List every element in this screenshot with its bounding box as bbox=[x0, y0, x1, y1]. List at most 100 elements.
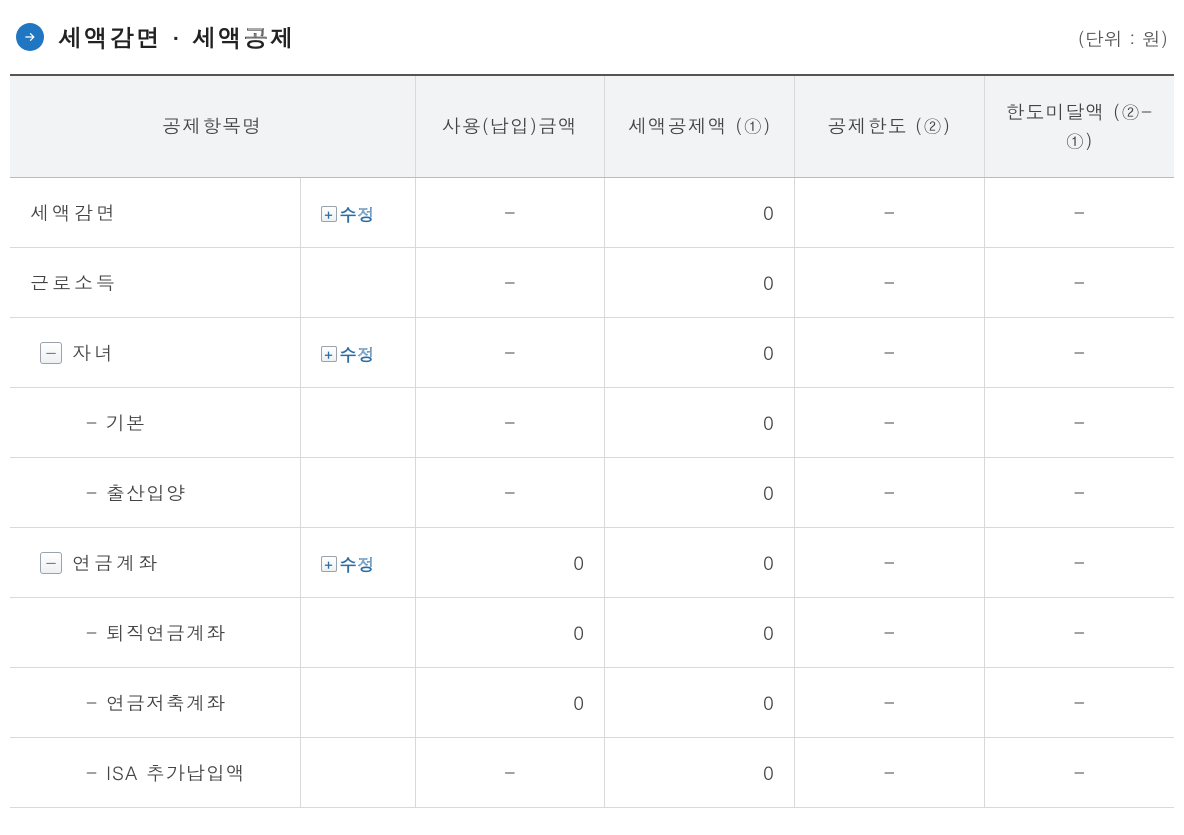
page-title: 세액감면 · 세액공제 bbox=[58, 20, 296, 54]
cell-deduction: 0 bbox=[605, 178, 795, 248]
cell-under: - bbox=[984, 458, 1174, 528]
unit-label: (단위 : 원) bbox=[1078, 25, 1168, 52]
table-row: -연금저축계좌 00 - - bbox=[10, 668, 1174, 738]
row-name: 근로소득 bbox=[30, 269, 118, 296]
edit-button[interactable]: +수정 bbox=[321, 552, 376, 576]
edit-button[interactable]: +수정 bbox=[321, 202, 376, 226]
table-row: 근로소득-0-- bbox=[10, 248, 1174, 318]
cell-usage: - bbox=[415, 248, 605, 318]
cell-limit: - bbox=[795, 248, 985, 318]
bullet-dash-icon: - bbox=[86, 759, 98, 786]
cell-usage: 0 bbox=[415, 668, 605, 738]
row-label: -기본 bbox=[30, 409, 280, 436]
cell-limit: - bbox=[795, 388, 985, 458]
cell-usage: 0 bbox=[415, 528, 605, 598]
row-label-cell: -ISA 추가납입액 bbox=[10, 738, 300, 808]
row-label: -ISA 추가납입액 bbox=[30, 759, 280, 786]
row-label: 세액감면 bbox=[30, 199, 280, 226]
cell-usage: - bbox=[415, 318, 605, 388]
cell-deduction: 0 bbox=[605, 738, 795, 808]
edit-cell: +수정 bbox=[300, 318, 415, 388]
title-wrap: 세액감면 · 세액공제 bbox=[16, 20, 296, 54]
col-deduction: 세액공제액 (①) bbox=[605, 75, 795, 178]
collapse-toggle-icon[interactable]: − bbox=[40, 552, 62, 574]
col-limit: 공제한도 (②) bbox=[795, 75, 985, 178]
section-header: 세액감면 · 세액공제 (단위 : 원) bbox=[16, 20, 1174, 54]
table-row: −자녀+수정-0-- bbox=[10, 318, 1174, 388]
cell-limit: - bbox=[795, 528, 985, 598]
edit-label: 수정 bbox=[340, 342, 376, 366]
edit-cell bbox=[300, 248, 415, 318]
table-row: -기본-0-- bbox=[10, 388, 1174, 458]
table-row: -출산입양-0-- bbox=[10, 458, 1174, 528]
edit-label: 수정 bbox=[340, 202, 376, 226]
cell-usage: - bbox=[415, 738, 605, 808]
cell-deduction: 0 bbox=[605, 598, 795, 668]
row-name: 출산입양 bbox=[106, 479, 186, 506]
row-label-cell: -출산입양 bbox=[10, 458, 300, 528]
row-name: 세액감면 bbox=[30, 199, 118, 226]
row-label-cell: 세액감면 bbox=[10, 178, 300, 248]
edit-cell: +수정 bbox=[300, 528, 415, 598]
plus-icon: + bbox=[321, 556, 337, 572]
cell-under: - bbox=[984, 528, 1174, 598]
edit-cell bbox=[300, 598, 415, 668]
row-label: −자녀 bbox=[30, 339, 280, 366]
edit-cell: +수정 bbox=[300, 178, 415, 248]
row-label-cell: −연금계좌 bbox=[10, 528, 300, 598]
edit-cell bbox=[300, 388, 415, 458]
cell-limit: - bbox=[795, 598, 985, 668]
cell-deduction: 0 bbox=[605, 528, 795, 598]
cell-usage: - bbox=[415, 388, 605, 458]
edit-cell bbox=[300, 668, 415, 738]
cell-under: - bbox=[984, 178, 1174, 248]
edit-button[interactable]: +수정 bbox=[321, 342, 376, 366]
cell-deduction: 0 bbox=[605, 318, 795, 388]
cell-deduction: 0 bbox=[605, 388, 795, 458]
bullet-dash-icon: - bbox=[86, 479, 98, 506]
deduction-table: 공제항목명 사용(납입)금액 세액공제액 (①) 공제한도 (②) 한도미달액 … bbox=[10, 74, 1174, 808]
bullet-dash-icon: - bbox=[86, 689, 98, 716]
cell-under: - bbox=[984, 388, 1174, 458]
cell-usage: - bbox=[415, 178, 605, 248]
row-name: 자녀 bbox=[72, 339, 116, 366]
cell-under: - bbox=[984, 318, 1174, 388]
cell-under: - bbox=[984, 738, 1174, 808]
row-label-cell: 근로소득 bbox=[10, 248, 300, 318]
cell-usage: - bbox=[415, 458, 605, 528]
cell-limit: - bbox=[795, 458, 985, 528]
col-under: 한도미달액 (②-①) bbox=[984, 75, 1174, 178]
row-label: 근로소득 bbox=[30, 269, 280, 296]
plus-icon: + bbox=[321, 346, 337, 362]
bullet-dash-icon: - bbox=[86, 619, 98, 646]
table-row: -퇴직연금계좌00-- bbox=[10, 598, 1174, 668]
cell-deduction: 0 bbox=[605, 458, 795, 528]
bullet-dash-icon: - bbox=[86, 409, 98, 436]
row-label: -퇴직연금계좌 bbox=[30, 619, 280, 646]
cell-deduction: 0 bbox=[605, 248, 795, 318]
table-row: 세액감면+수정-0-- bbox=[10, 178, 1174, 248]
cell-deduction: 0 bbox=[605, 668, 795, 738]
plus-icon: + bbox=[321, 206, 337, 222]
cell-under: - bbox=[984, 668, 1174, 738]
table-header-row: 공제항목명 사용(납입)금액 세액공제액 (①) 공제한도 (②) 한도미달액 … bbox=[10, 75, 1174, 178]
row-name: 퇴직연금계좌 bbox=[106, 619, 226, 646]
table-row: -ISA 추가납입액-0-- bbox=[10, 738, 1174, 808]
row-label-cell: −자녀 bbox=[10, 318, 300, 388]
cell-under: - bbox=[984, 598, 1174, 668]
cell-under: - bbox=[984, 248, 1174, 318]
edit-cell bbox=[300, 458, 415, 528]
row-name: 연금계좌 bbox=[72, 549, 160, 576]
arrow-right-icon bbox=[16, 23, 44, 51]
row-label: -연금저축계좌 bbox=[30, 689, 280, 716]
cell-usage: 0 bbox=[415, 598, 605, 668]
col-usage: 사용(납입)금액 bbox=[415, 75, 605, 178]
table-row: −연금계좌+수정00-- bbox=[10, 528, 1174, 598]
row-name: 연금저축계좌 bbox=[106, 689, 226, 716]
row-label: −연금계좌 bbox=[30, 549, 280, 576]
cell-limit: - bbox=[795, 318, 985, 388]
edit-label: 수정 bbox=[340, 552, 376, 576]
collapse-toggle-icon[interactable]: − bbox=[40, 342, 62, 364]
row-label: -출산입양 bbox=[30, 479, 280, 506]
edit-cell bbox=[300, 738, 415, 808]
